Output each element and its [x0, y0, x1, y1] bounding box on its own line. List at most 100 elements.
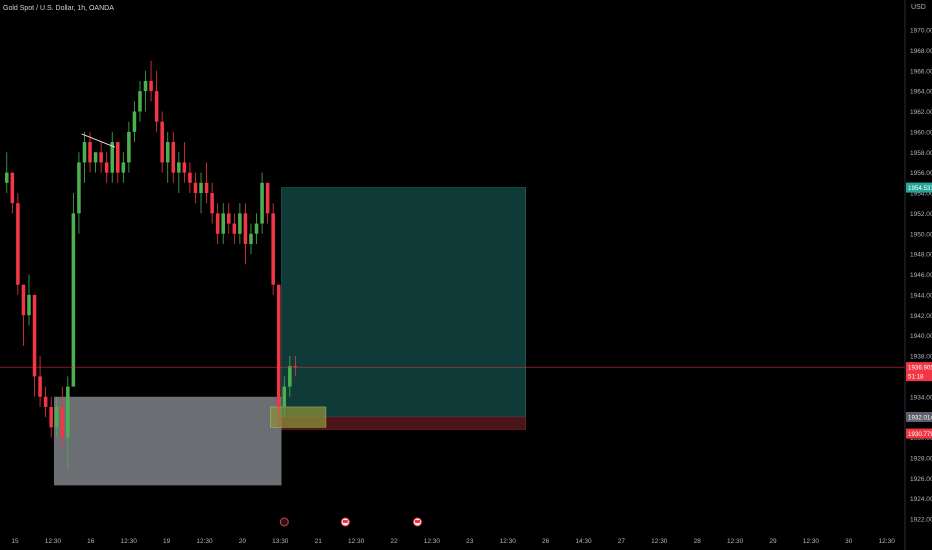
- candle-body: [143, 80, 148, 92]
- candle-body: [104, 162, 109, 173]
- price-tick-label: 1922.000: [910, 517, 932, 524]
- price-tick-label: 1952.000: [910, 211, 932, 218]
- candle-body: [60, 406, 65, 438]
- zone-demand: [53, 396, 282, 486]
- price-tag-text-countdown: 51:18: [908, 374, 924, 381]
- candle-body: [271, 213, 275, 285]
- price-tick-label: 1960.000: [910, 129, 932, 136]
- candle-body: [177, 162, 181, 173]
- price-tick-label: 1934.000: [910, 394, 932, 401]
- candles-layer: [5, 60, 298, 469]
- price-tick-label: 1928.000: [910, 455, 932, 462]
- time-tick-label: 30: [845, 538, 853, 545]
- price-tick-label: 1950.000: [910, 231, 932, 238]
- news-event-mark: [414, 520, 420, 523]
- price-tick-label: 1964.000: [910, 89, 932, 96]
- price-tick-label: 1968.000: [910, 48, 932, 55]
- time-tick-label: 29: [769, 538, 777, 545]
- candle-body: [188, 172, 192, 183]
- price-tag-entry: [906, 411, 932, 422]
- candle-body: [88, 142, 92, 163]
- time-tick-label: 13:30: [272, 538, 289, 545]
- price-tick-label: 1954.000: [910, 191, 932, 198]
- time-axis[interactable]: 15 12:30 16 12:30 19 12:30 20 13:30 21 12:30 22 12:…: [11, 538, 895, 545]
- candle-body: [288, 366, 292, 387]
- time-tick-label: 12:30: [879, 538, 896, 545]
- time-tick-label: 21: [315, 538, 323, 545]
- price-tag-text-last: 1936.905: [908, 365, 932, 372]
- candle-body: [254, 223, 259, 234]
- zones-layer: [53, 187, 526, 486]
- time-tick-label: 12:30: [45, 538, 62, 545]
- candle-body: [165, 142, 170, 163]
- candle-body: [82, 142, 87, 163]
- candle-body: [110, 142, 114, 173]
- candle-body: [71, 213, 76, 387]
- candle-body: [132, 111, 137, 132]
- candle-body: [249, 233, 253, 244]
- candle-body: [32, 294, 37, 377]
- news-event-mark: [342, 520, 348, 523]
- candle-body: [210, 193, 214, 214]
- candle-body: [121, 162, 126, 173]
- time-tick-label: 15: [11, 538, 19, 545]
- price-tick-label: 1940.000: [910, 333, 932, 340]
- time-tick-label: 19: [163, 538, 171, 545]
- candle-body: [276, 284, 281, 407]
- time-tick-label: 12:30: [727, 538, 744, 545]
- candle-body: [27, 294, 31, 316]
- price-tag-target: [906, 182, 932, 193]
- time-tick-label: 16: [87, 538, 95, 545]
- candle-body: [43, 396, 48, 407]
- price-tag-text-stop: 1930.779: [908, 431, 932, 438]
- time-tick-label: 27: [618, 538, 626, 545]
- time-tick-label: 28: [694, 538, 702, 545]
- price-tick-label: 1924.000: [910, 496, 932, 503]
- candle-body: [204, 182, 209, 193]
- price-axis[interactable]: 1970.000 1968.000 1966.000 1964.000 1962.000…: [904, 0, 932, 550]
- price-tag-text-target: 1954.531: [908, 185, 932, 192]
- price-tick-label: 1926.000: [910, 476, 932, 483]
- overlays-layer: [0, 133, 905, 527]
- candle-body: [199, 182, 203, 193]
- zone-target: [281, 187, 526, 418]
- candle-body: [260, 182, 264, 224]
- price-tag-text-entry: 1932.014: [908, 414, 932, 421]
- time-tick-label: 22: [390, 538, 398, 545]
- price-tick-label: 1946.000: [910, 272, 932, 279]
- price-tick-label: 1948.000: [910, 252, 932, 259]
- candle-body: [54, 406, 59, 428]
- time-tick-label: 12:30: [196, 538, 213, 545]
- price-tag-last: [906, 362, 932, 373]
- candle-body: [238, 213, 242, 234]
- time-tick-label: 26: [542, 538, 550, 545]
- candle-body: [149, 80, 153, 92]
- candle-body: [293, 366, 298, 368]
- candle-body: [182, 162, 187, 173]
- candle-body: [21, 284, 26, 316]
- time-tick-label: 14:30: [575, 538, 592, 545]
- candle-body: [215, 213, 220, 234]
- candle-body: [5, 172, 9, 183]
- candle-body: [127, 131, 131, 163]
- price-tag-countdown: [906, 371, 932, 382]
- candle-body: [93, 152, 98, 163]
- flag-event-icon: [279, 517, 289, 527]
- price-tick-label: 1944.000: [910, 292, 932, 299]
- candle-body: [227, 213, 231, 224]
- time-tick-label: 12:30: [121, 538, 138, 545]
- time-tick-label: 12:30: [651, 538, 668, 545]
- candle-body: [154, 91, 159, 122]
- candle-body: [10, 172, 15, 204]
- candle-body: [265, 182, 270, 214]
- price-tags-layer: 1954.531 1936.905 51:18 1932.014 1930.779: [906, 182, 932, 439]
- price-tag-stop: [906, 428, 932, 439]
- trendline: [81, 133, 116, 148]
- candle-body: [66, 386, 70, 438]
- candle-body: [16, 203, 20, 285]
- currency-label: USD: [911, 4, 926, 11]
- candle-body: [160, 121, 164, 163]
- candle-body: [49, 406, 53, 428]
- candle-body: [193, 182, 198, 193]
